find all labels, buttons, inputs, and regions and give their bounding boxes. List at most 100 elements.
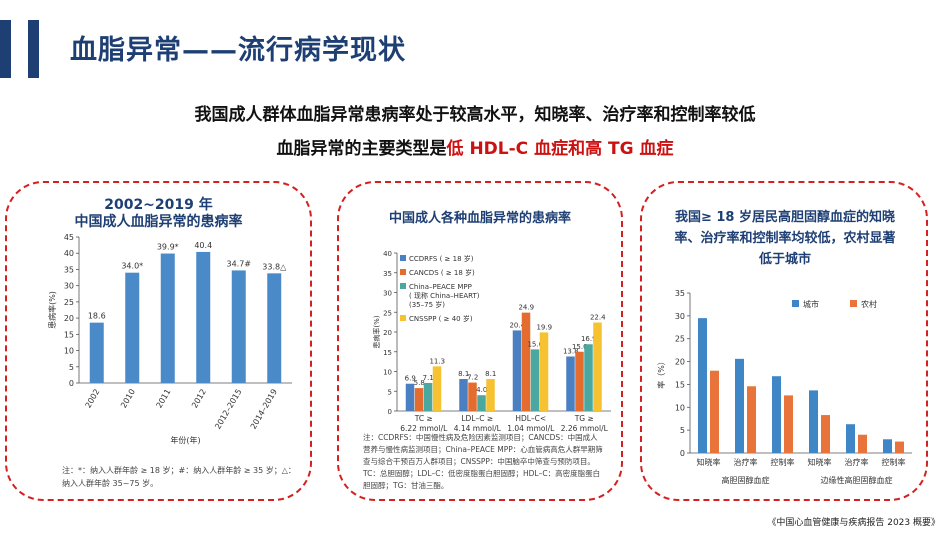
bar [468, 382, 477, 411]
bar [267, 273, 282, 383]
data-label: 33.8△ [262, 262, 287, 271]
x-tick-label: 2012–2015 [213, 388, 243, 431]
legend-label: China–PEACE MPP [409, 283, 472, 291]
bar [125, 272, 140, 383]
legend-label: (35–75 岁) [409, 300, 445, 309]
data-label: 22.4 [590, 314, 606, 322]
x-tick-label-line1: TG ≥ [574, 414, 594, 423]
legend-swatch [400, 283, 406, 289]
panel2-note: 注：CCDRFS：中国慢性病及危险因素监测项目；CANCDS：中国成人营养与慢性… [363, 433, 603, 490]
group-label: 边缘性高胆固醇血症 [821, 475, 893, 485]
panel2-title: 中国成人各种血脂异常的患病率 [388, 211, 571, 226]
source-citation: 《中国心血管健康与疾病报告 2023 概要》 [767, 518, 940, 528]
x-tick-label: 治疗率 [845, 457, 869, 467]
panel1-title-line2: 中国成人血脂异常的患病率 [74, 214, 243, 230]
panel1-title-line1: 2002~2019 年 [104, 197, 213, 213]
legend-label: CANCDS ( ≥ 18 岁) [409, 268, 475, 277]
y-tick-label: 5 [388, 388, 392, 396]
bar [809, 390, 818, 453]
data-label: 40.4 [194, 241, 212, 250]
y-tick-label: 40 [383, 250, 392, 258]
bar [846, 424, 855, 453]
bar [566, 356, 575, 411]
y-tick-label: 0 [69, 379, 74, 388]
panel-awareness-rates: 我国≥ 18 岁居民高胆固醇血症的知晓率、治疗率和控制率均较低，农村显著低于城市… [640, 181, 928, 501]
data-label: 11.3 [429, 357, 445, 365]
legend-label: 城市 [803, 299, 819, 309]
data-label: 20.4 [509, 321, 525, 329]
y-tick-label: 35 [64, 265, 74, 274]
data-label: 13.8 [563, 347, 579, 355]
data-label: 16.9 [581, 335, 597, 343]
bar [477, 395, 486, 411]
group-label: 高胆固醇血症 [722, 475, 770, 485]
bar [858, 434, 867, 453]
x-tick-label: 知晓率 [697, 457, 721, 467]
y-tick-label: 0 [388, 408, 392, 416]
bar [196, 251, 211, 383]
bar [883, 439, 892, 453]
data-label: 7.1 [423, 374, 434, 382]
bar [486, 379, 495, 411]
bar [89, 322, 104, 383]
bar [575, 351, 584, 411]
y-tick-label: 25 [675, 335, 685, 344]
x-tick-label: 控制率 [882, 457, 906, 467]
panel1-title: 2002~2019 年 中国成人血脂异常的患病率 [7, 197, 310, 231]
data-label: 8.1 [485, 370, 496, 378]
panel1-note-line2: 纳入人群年龄 35~75 岁。 [62, 478, 159, 488]
data-label: 8.1 [458, 370, 469, 378]
bar [512, 330, 522, 411]
y-tick-label: 20 [64, 314, 74, 323]
data-label: 24.9 [518, 304, 534, 312]
bar [698, 318, 707, 453]
x-tick-label: 2010 [119, 388, 137, 410]
x-axis-label: 年份(年) [170, 435, 200, 445]
bar [459, 379, 468, 411]
bar [521, 312, 531, 411]
x-tick-label: 控制率 [771, 457, 795, 467]
bar [231, 270, 246, 383]
bar [593, 322, 602, 411]
data-label: 6.9 [405, 375, 416, 383]
y-axis-label: 患病率(%) [372, 315, 381, 348]
data-label: 34.0* [121, 262, 143, 271]
x-tick-label: 2012 [190, 388, 208, 410]
legend-swatch [792, 300, 799, 307]
y-tick-label: 45 [64, 233, 74, 242]
bar [772, 376, 781, 453]
bar [160, 253, 175, 383]
legend-label: CCDRFS ( ≥ 18 岁) [409, 254, 474, 263]
bar [539, 332, 549, 411]
bar [735, 358, 744, 453]
x-tick-label-line2: 4.14 mmol/L [454, 424, 502, 433]
y-tick-label: 15 [383, 349, 392, 357]
bar [821, 415, 830, 453]
y-tick-label: 30 [64, 282, 74, 291]
legend-label: ( 现称 China–HEART) [409, 291, 480, 300]
y-tick-label: 0 [680, 449, 685, 458]
y-tick-label: 5 [680, 426, 685, 435]
x-tick-label: 知晓率 [808, 457, 832, 467]
y-tick-label: 15 [64, 330, 74, 339]
x-tick-label-line1: HDL–C< [515, 414, 546, 423]
data-label: 39.9* [157, 243, 179, 252]
chart-prevalence-trend: 0 5 10 15 20 25 30 35 40 45 患病率(%) 18.6 2002 34.0* 201… [47, 233, 292, 445]
subtitle-line-1: 我国成人群体血脂异常患病率处于较高水平，知晓率、治疗率和控制率较低 [194, 105, 756, 125]
data-label: 15.6 [527, 340, 543, 348]
bar [710, 370, 719, 453]
bar [530, 349, 540, 411]
data-label: 34.7# [226, 259, 251, 268]
x-tick-label-line2: 1.04 mmol/L [507, 424, 555, 433]
bar [414, 388, 424, 411]
x-tick-label-line2: 2.26 mmol/L [561, 424, 609, 433]
x-tick-label-line2: 6.22 mmol/L [400, 424, 448, 433]
chart-dyslipidemia-types: 0 5 10 15 20 25 30 35 40 患病率(%) 6.95.87.1 11.3 TC ≥6… [372, 250, 611, 433]
y-tick-label: 5 [69, 363, 74, 372]
bar [747, 386, 756, 453]
y-tick-label: 35 [383, 270, 392, 278]
data-label: 19.9 [536, 323, 552, 331]
legend-swatch [850, 300, 857, 307]
data-label: 5.8 [414, 379, 425, 387]
y-tick-label: 10 [383, 369, 392, 377]
